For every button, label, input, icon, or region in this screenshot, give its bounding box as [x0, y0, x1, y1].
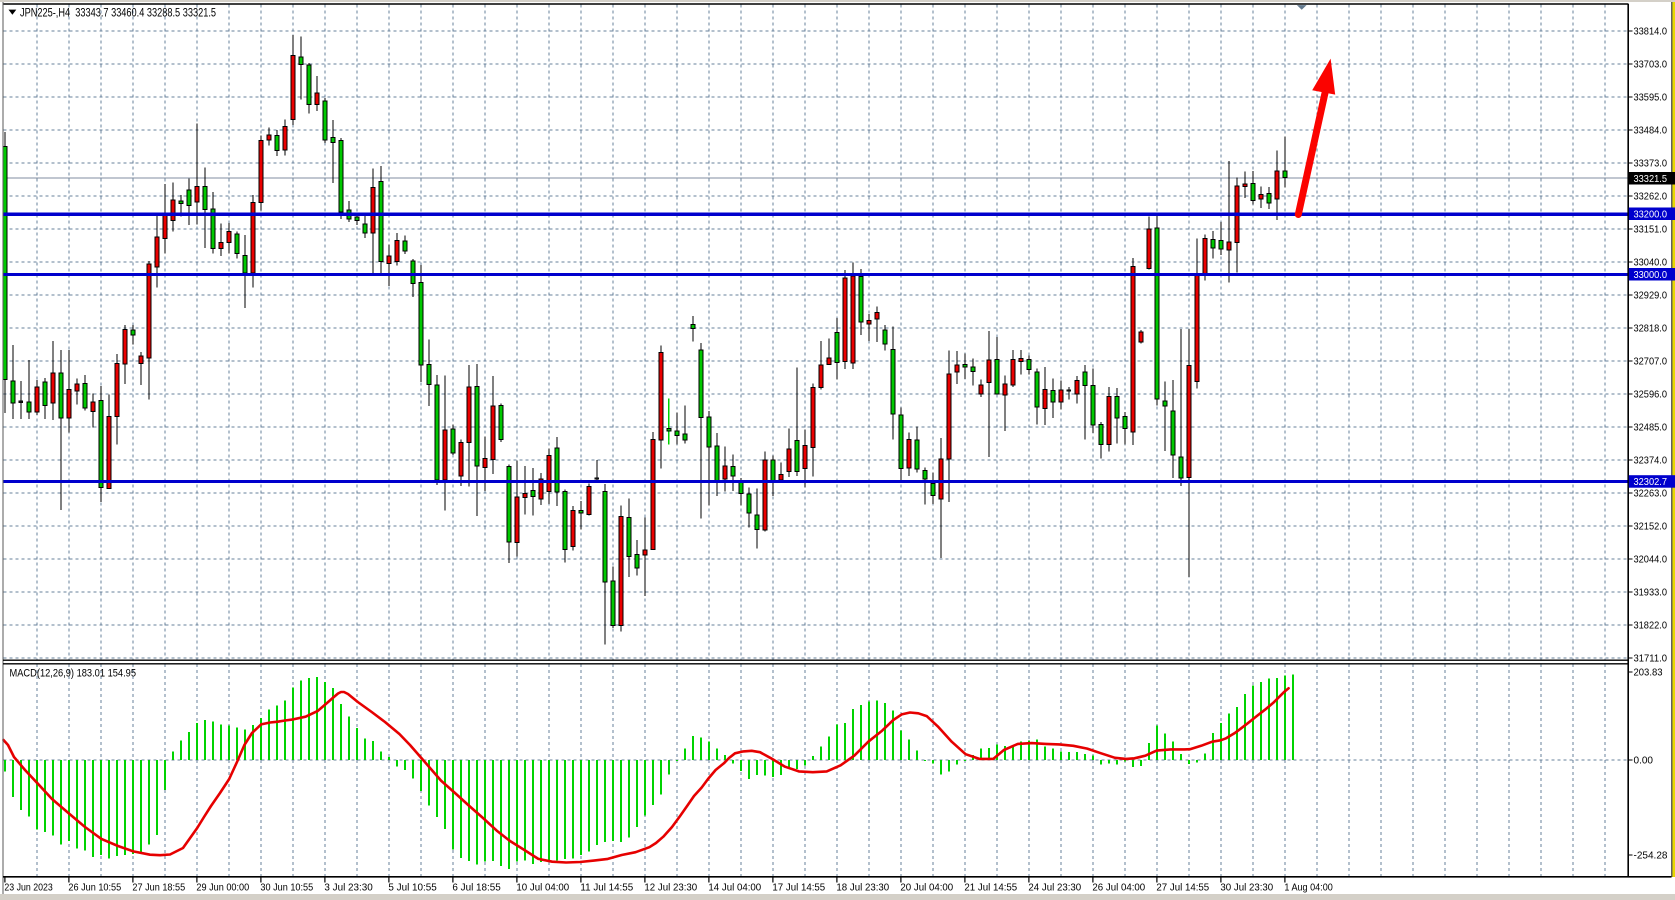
svg-text:14 Jul 04:00: 14 Jul 04:00	[708, 882, 761, 894]
svg-text:32707.0: 32707.0	[1634, 356, 1668, 368]
svg-text:1 Aug 04:00: 1 Aug 04:00	[1284, 882, 1333, 894]
svg-text:3 Jul 23:30: 3 Jul 23:30	[324, 882, 373, 894]
svg-text:32485.0: 32485.0	[1634, 422, 1668, 434]
svg-text:12 Jul 23:30: 12 Jul 23:30	[644, 882, 697, 894]
svg-text:20 Jul 04:00: 20 Jul 04:00	[900, 882, 953, 894]
svg-text:32152.0: 32152.0	[1634, 521, 1668, 533]
svg-text:27 Jun 18:55: 27 Jun 18:55	[132, 882, 185, 894]
svg-text:32044.0: 32044.0	[1634, 554, 1668, 566]
svg-text:29 Jun 00:00: 29 Jun 00:00	[196, 882, 249, 894]
svg-text:21 Jul 14:55: 21 Jul 14:55	[964, 882, 1017, 894]
svg-text:33040.0: 33040.0	[1634, 257, 1668, 269]
svg-text:32596.0: 32596.0	[1634, 389, 1668, 401]
svg-text:JPN225-,H4 33343.7 33460.4 33: JPN225-,H4 33343.7 33460.4 33288.5 33321…	[20, 8, 216, 20]
svg-text:32263.0: 32263.0	[1634, 488, 1668, 500]
svg-text:33484.0: 33484.0	[1634, 125, 1668, 137]
svg-text:33000.0: 33000.0	[1634, 269, 1668, 281]
svg-text:30 Jun 10:55: 30 Jun 10:55	[260, 882, 313, 894]
svg-text:-254.28: -254.28	[1634, 850, 1668, 862]
svg-text:11 Jul 14:55: 11 Jul 14:55	[580, 882, 633, 894]
svg-text:23 Jun 2023: 23 Jun 2023	[4, 882, 53, 894]
svg-text:30 Jul 23:30: 30 Jul 23:30	[1220, 882, 1273, 894]
svg-text:MACD(12,26,9) 183.01 154.95: MACD(12,26,9) 183.01 154.95	[10, 668, 137, 680]
svg-text:18 Jul 23:30: 18 Jul 23:30	[836, 882, 889, 894]
svg-text:203.83: 203.83	[1634, 667, 1663, 679]
svg-text:31933.0: 31933.0	[1634, 587, 1668, 599]
svg-text:6 Jul 18:55: 6 Jul 18:55	[452, 882, 501, 894]
svg-text:33321.5: 33321.5	[1634, 173, 1668, 185]
svg-text:26 Jun 10:55: 26 Jun 10:55	[68, 882, 121, 894]
svg-text:0.00: 0.00	[1634, 755, 1654, 767]
svg-text:32302.7: 32302.7	[1634, 476, 1668, 488]
svg-text:33814.0: 33814.0	[1634, 26, 1668, 38]
svg-text:32929.0: 32929.0	[1634, 290, 1668, 302]
svg-text:33595.0: 33595.0	[1634, 92, 1668, 104]
svg-text:31711.0: 31711.0	[1634, 653, 1668, 665]
svg-text:32374.0: 32374.0	[1634, 455, 1668, 467]
svg-text:32818.0: 32818.0	[1634, 323, 1668, 335]
svg-text:27 Jul 14:55: 27 Jul 14:55	[1156, 882, 1209, 894]
svg-text:31822.0: 31822.0	[1634, 620, 1668, 632]
svg-text:24 Jul 23:30: 24 Jul 23:30	[1028, 882, 1081, 894]
svg-text:33703.0: 33703.0	[1634, 59, 1668, 71]
svg-text:10 Jul 04:00: 10 Jul 04:00	[516, 882, 569, 894]
svg-text:33151.0: 33151.0	[1634, 224, 1668, 236]
svg-text:33200.0: 33200.0	[1634, 208, 1668, 220]
svg-text:17 Jul 14:55: 17 Jul 14:55	[772, 882, 825, 894]
svg-text:26 Jul 04:00: 26 Jul 04:00	[1092, 882, 1145, 894]
svg-text:5 Jul 10:55: 5 Jul 10:55	[388, 882, 437, 894]
svg-text:33373.0: 33373.0	[1634, 158, 1668, 170]
svg-text:33262.0: 33262.0	[1634, 191, 1668, 203]
